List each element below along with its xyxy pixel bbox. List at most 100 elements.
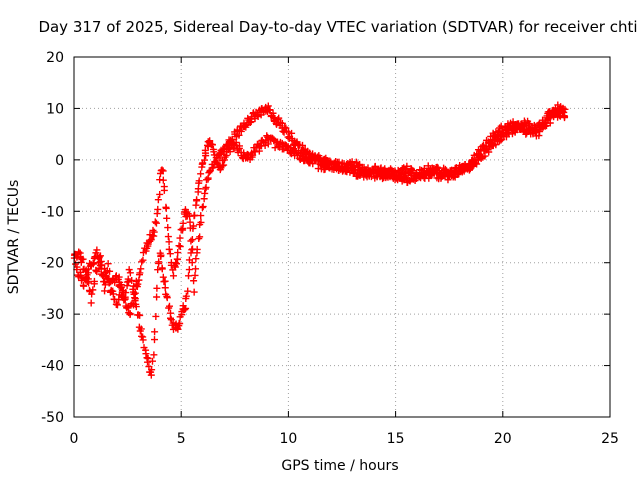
data-point (158, 265, 166, 273)
data-point (204, 174, 212, 182)
data-point (264, 102, 272, 110)
data-point (242, 121, 250, 129)
x-axis-label: GPS time / hours (281, 458, 398, 474)
data-point (221, 153, 229, 161)
data-point (90, 277, 98, 285)
data-point (356, 160, 364, 168)
x-tick-label: 25 (601, 431, 619, 447)
chart-title: Day 317 of 2025, Sidereal Day-to-day VTE… (38, 18, 637, 36)
x-tick-label: 5 (177, 431, 186, 447)
axis-tick-labels: 0 5 10 15 20 25 -50 -40 -30 -20 -10 0 10 20 (41, 50, 619, 447)
data-point (201, 189, 209, 197)
data-point (263, 132, 271, 140)
data-point (466, 163, 474, 171)
data-point (535, 132, 543, 140)
data-point (186, 212, 194, 220)
data-point (150, 228, 158, 236)
data-point (186, 224, 194, 232)
data-point (323, 157, 331, 165)
data-point (202, 183, 210, 191)
data-point (561, 113, 569, 121)
data-point (220, 161, 228, 169)
data-point (441, 165, 449, 173)
data-point (226, 148, 234, 156)
data-point (120, 296, 128, 304)
data-point (125, 277, 133, 285)
data-point (489, 136, 497, 144)
data-point (326, 164, 334, 172)
data-point (475, 153, 483, 161)
data-point (482, 145, 490, 153)
data-point (185, 272, 193, 280)
data-point (278, 119, 286, 127)
data-point (139, 336, 147, 344)
data-point (185, 266, 193, 274)
data-point (148, 366, 156, 374)
data-point (166, 250, 174, 258)
data-point (298, 141, 306, 149)
data-point (154, 266, 162, 274)
y-axis-label: SDTVAR / TECUs (6, 180, 22, 295)
data-point (101, 287, 109, 295)
data-point (351, 166, 359, 174)
data-point (104, 260, 112, 268)
data-point (285, 128, 293, 136)
data-point (165, 238, 173, 246)
data-point (424, 162, 432, 170)
data-point (559, 107, 567, 115)
data-point (176, 234, 184, 242)
data-point (408, 165, 416, 173)
data-point (409, 167, 417, 175)
data-point (230, 139, 238, 147)
data-point (190, 277, 198, 285)
data-point (492, 141, 500, 149)
data-point (164, 224, 172, 232)
data-point (176, 242, 184, 250)
data-point (123, 304, 131, 312)
data-point (89, 259, 97, 267)
data-point (176, 320, 184, 328)
data-point (546, 119, 554, 127)
y-tick-label: -50 (41, 410, 64, 426)
data-point (151, 218, 159, 226)
data-point (146, 237, 154, 245)
x-tick-label: 15 (387, 431, 405, 447)
y-tick-label: 0 (55, 153, 64, 169)
plot-frame (73, 56, 611, 418)
data-point (75, 248, 83, 256)
data-point (184, 287, 192, 295)
data-point (156, 190, 164, 198)
data-point (159, 167, 167, 175)
data-point (206, 137, 214, 145)
data-point (101, 281, 109, 289)
data-point (543, 122, 551, 130)
x-tick-label: 0 (70, 431, 79, 447)
data-point (175, 242, 183, 250)
data-point (173, 260, 181, 268)
data-point (197, 170, 205, 178)
data-point (190, 288, 198, 296)
data-point (174, 325, 182, 333)
data-point (79, 255, 87, 263)
data-point (188, 236, 196, 244)
data-point (193, 245, 201, 253)
data-point (450, 172, 458, 180)
data-point (555, 111, 563, 119)
data-point (174, 249, 182, 257)
data-point (152, 312, 160, 320)
data-point (389, 167, 397, 175)
data-series-sdtvar (70, 101, 569, 379)
data-point (202, 152, 210, 160)
data-point (216, 154, 224, 162)
data-point (196, 233, 204, 241)
data-point (191, 211, 199, 219)
data-point (154, 196, 162, 204)
data-point (228, 135, 236, 143)
data-point (235, 144, 243, 152)
data-point (195, 177, 203, 185)
data-point (560, 108, 568, 116)
data-point (195, 235, 203, 243)
data-point (138, 258, 146, 266)
data-point (126, 311, 134, 319)
data-point (179, 219, 187, 227)
